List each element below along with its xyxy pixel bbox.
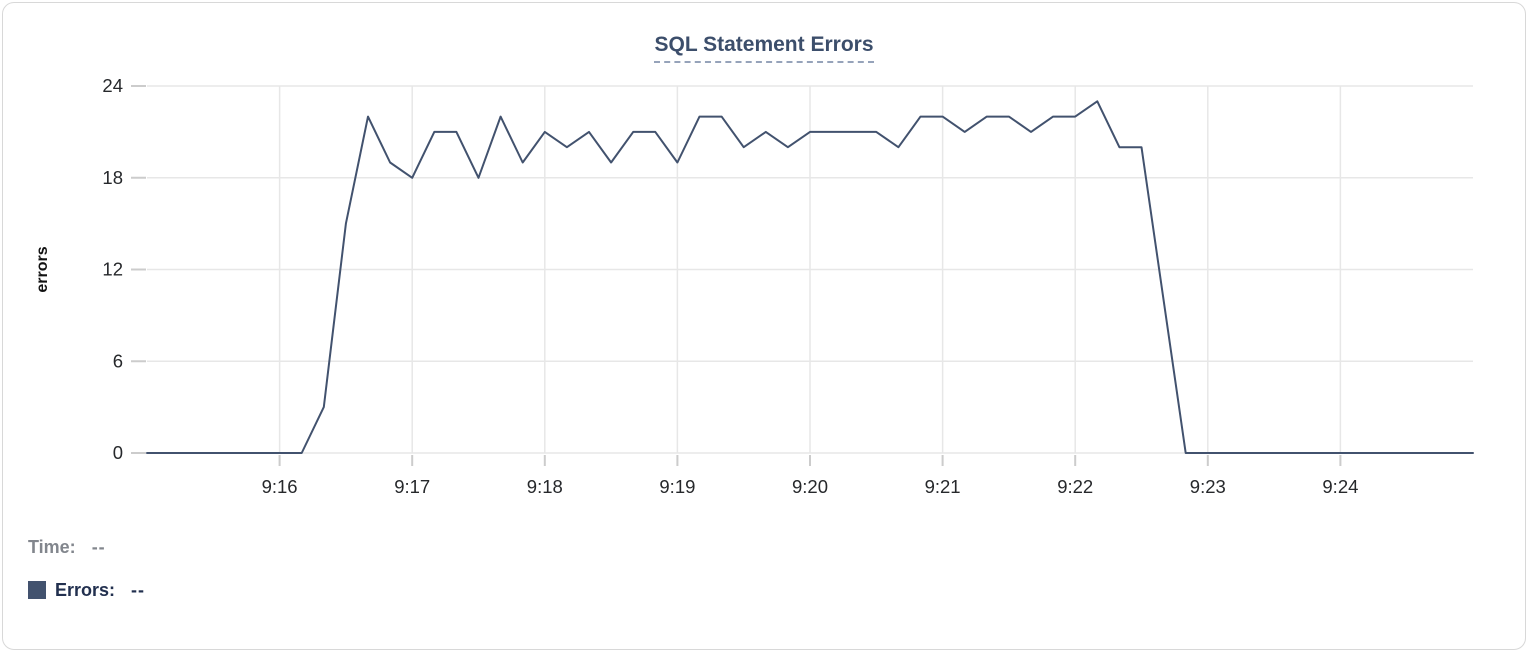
tooltip-readout: Time: -- Errors: -- [28,535,145,602]
y-tick-label: 18 [102,167,123,188]
tooltip-errors-value: -- [131,579,146,600]
x-tick-label: 9:21 [925,476,961,497]
tooltip-errors-label: Errors: [55,579,116,600]
tooltip-time-row: Time: -- [28,535,145,559]
x-tick-label: 9:16 [262,476,298,497]
x-tick-label: 9:19 [659,476,695,497]
tooltip-time-label: Time: [28,536,76,557]
x-tick-label: 9:23 [1190,476,1226,497]
x-tick-label: 9:18 [527,476,563,497]
x-tick-label: 9:20 [792,476,828,497]
x-tick-label: 9:17 [394,476,430,497]
y-tick-label: 24 [102,75,123,96]
tooltip-time-value: -- [91,536,106,557]
y-axis-label: errors [34,246,51,292]
y-tick-label: 0 [113,442,123,463]
errors-series-swatch-icon [28,581,46,599]
chart-title-wrap: SQL Statement Errors [3,33,1525,63]
x-tick-label: 9:24 [1322,476,1358,497]
y-tick-label: 6 [113,350,123,371]
x-tick-label: 9:22 [1057,476,1093,497]
tooltip-errors-row: Errors: -- [28,578,145,602]
chart-title[interactable]: SQL Statement Errors [654,33,874,63]
y-tick-label: 12 [102,259,123,280]
errors-series-line[interactable] [146,100,1474,454]
errors-line-chart[interactable]: 0 6 12 18 24 9:16 9:17 9:18 9:19 9:20 9:21 9:22 9:23… [3,3,1526,511]
